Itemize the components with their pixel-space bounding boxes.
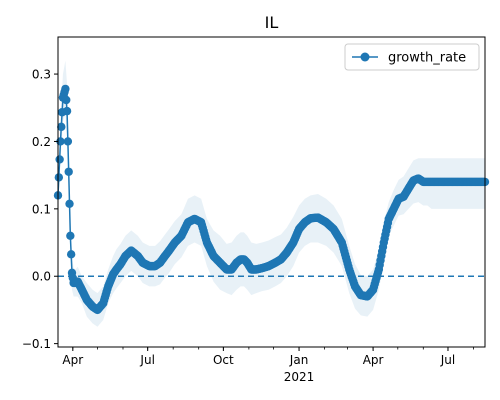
x-axis: Apr Jul Oct Jan 2021 Apr Jul <box>62 347 474 384</box>
y-axis: −0.1 0.0 0.1 0.2 0.3 <box>22 68 58 351</box>
x-tick-label: Jul <box>139 353 154 367</box>
data-point <box>64 167 73 176</box>
y-tick-label: 0.1 <box>32 202 51 216</box>
x-tick-label: Apr <box>62 353 83 367</box>
x-tick-label: Jul <box>440 353 455 367</box>
chart-title: IL <box>265 13 279 32</box>
data-point-fill <box>55 155 64 164</box>
series-marker-layer <box>53 84 490 315</box>
legend-label: growth_rate <box>388 51 466 66</box>
data-point-fill <box>54 173 64 182</box>
data-point-fill <box>66 250 76 259</box>
y-tick-label: 0.0 <box>32 270 51 284</box>
data-point-fill <box>65 199 74 208</box>
data-point <box>66 231 75 240</box>
legend-marker-sample <box>360 52 370 62</box>
x-tick-label: Oct <box>213 353 234 367</box>
y-tick-label: −0.1 <box>22 337 51 351</box>
plot-frame <box>57 36 486 348</box>
legend: growth_rate <box>344 43 480 71</box>
data-point <box>62 106 72 116</box>
data-point-fill <box>63 137 73 146</box>
data-point <box>61 84 70 94</box>
x-tick-label: Jan <box>289 353 309 367</box>
legend-box <box>344 43 480 71</box>
data-point-fill <box>62 95 71 105</box>
y-tick-label: 0.3 <box>32 68 51 82</box>
x-tick-year-label: 2021 <box>284 370 315 384</box>
data-point-fill <box>57 122 66 132</box>
plot-area <box>58 37 485 347</box>
x-tick-label: Apr <box>363 353 384 367</box>
y-tick-label: 0.2 <box>32 135 51 149</box>
